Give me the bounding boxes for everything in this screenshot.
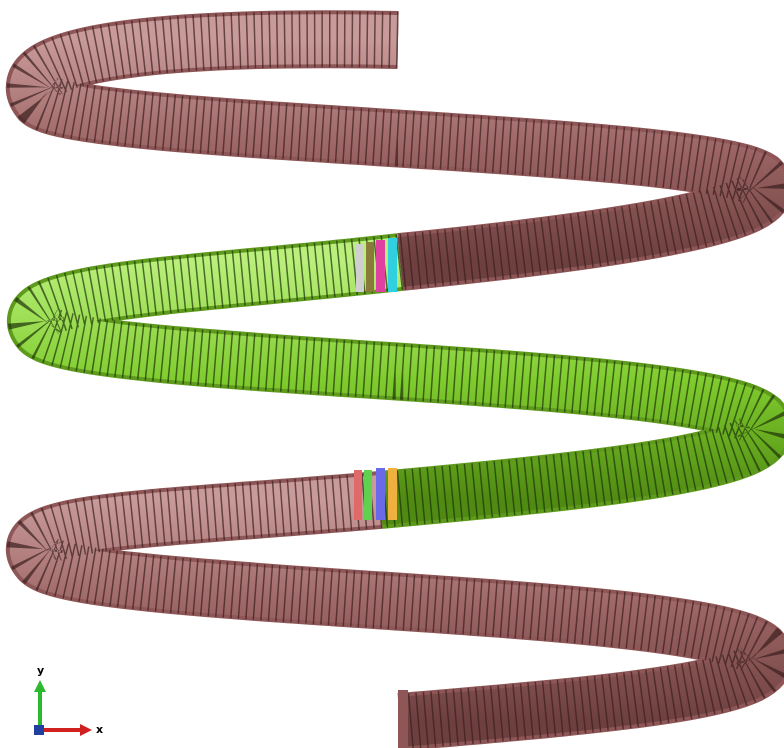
coil-end (398, 690, 408, 748)
axis-triad: y x (34, 664, 103, 736)
band (366, 242, 374, 292)
band (388, 238, 397, 292)
band (388, 468, 397, 520)
band (354, 470, 362, 520)
y-arrowhead (34, 680, 46, 692)
z-axis-marker (34, 725, 44, 735)
band (376, 468, 385, 520)
band (364, 470, 372, 520)
spring (35, 39, 764, 748)
x-label: x (96, 723, 103, 736)
scene: y x (0, 0, 784, 748)
band (356, 244, 364, 292)
band (376, 240, 385, 292)
y-label: y (37, 664, 44, 677)
x-arrowhead (80, 724, 92, 736)
